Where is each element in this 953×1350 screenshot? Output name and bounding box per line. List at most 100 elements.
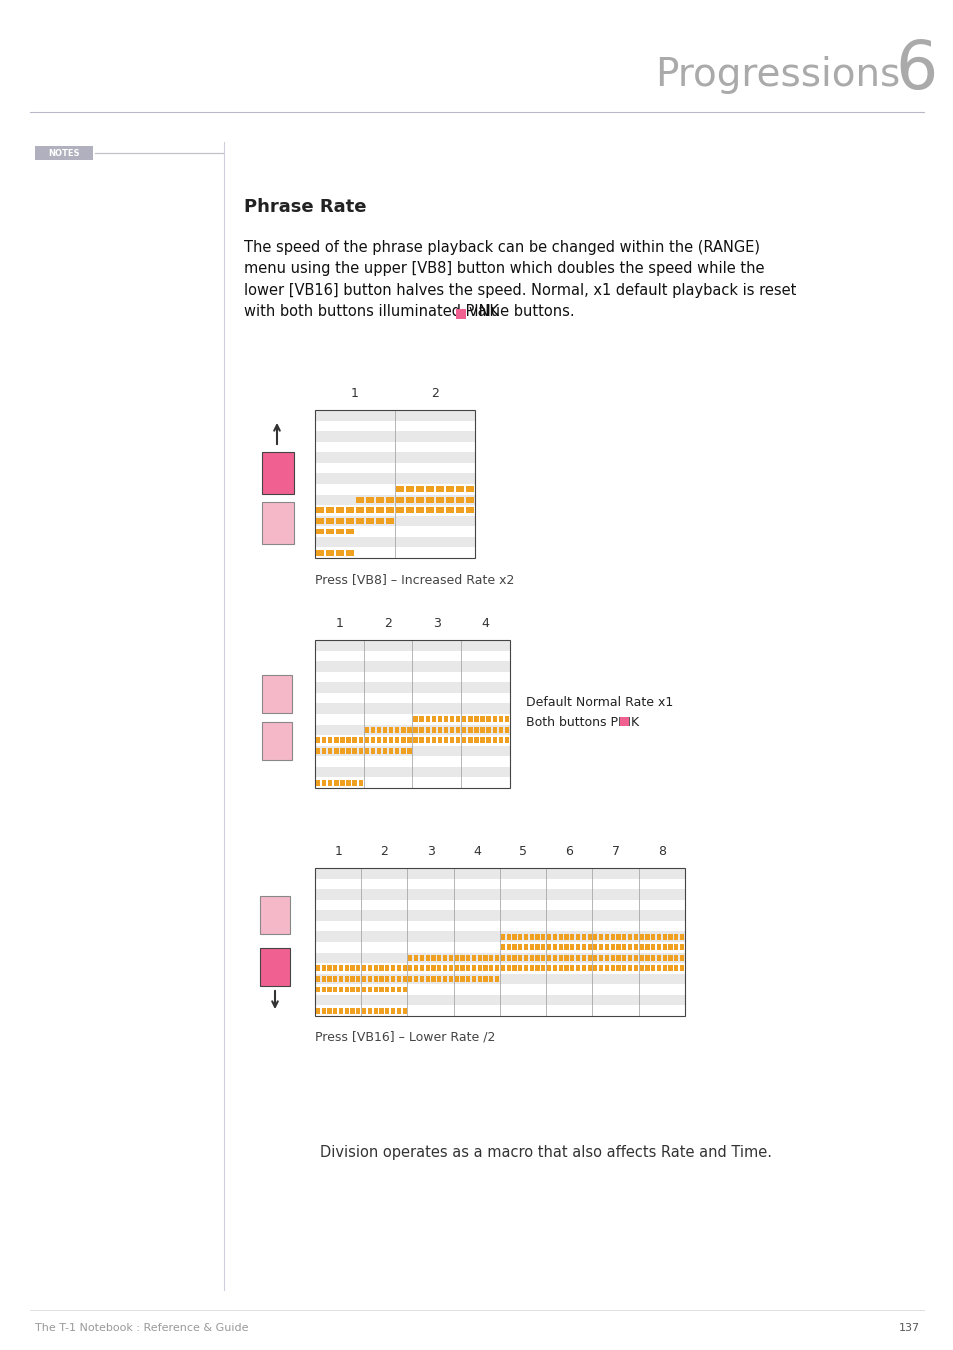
Bar <box>581 954 585 961</box>
Bar <box>314 452 475 463</box>
Bar <box>340 748 344 753</box>
Bar <box>314 921 684 931</box>
Bar <box>413 726 417 733</box>
Bar <box>340 780 344 786</box>
Bar <box>657 965 660 971</box>
Bar <box>468 717 472 722</box>
Bar <box>386 497 394 502</box>
Bar <box>416 497 423 502</box>
Bar <box>639 945 643 950</box>
Bar <box>314 778 510 788</box>
Bar <box>460 965 464 971</box>
Bar <box>315 965 319 971</box>
Bar <box>338 1007 343 1014</box>
Bar <box>314 995 684 1006</box>
Bar <box>416 486 423 493</box>
Bar <box>396 976 400 981</box>
Text: 1: 1 <box>334 845 342 859</box>
Bar <box>472 965 476 971</box>
Bar <box>456 717 460 722</box>
Bar <box>333 976 337 981</box>
Bar <box>371 737 375 744</box>
Bar <box>362 976 366 981</box>
Bar <box>402 1007 406 1014</box>
Bar <box>376 726 381 733</box>
Bar <box>495 954 498 961</box>
Bar <box>419 717 423 722</box>
Bar <box>379 987 383 992</box>
Bar <box>314 421 475 431</box>
Bar <box>356 508 363 513</box>
Bar <box>610 954 614 961</box>
Bar <box>316 508 323 513</box>
Bar <box>358 737 362 744</box>
Bar <box>498 717 502 722</box>
Bar <box>587 965 591 971</box>
Bar <box>512 954 516 961</box>
Bar <box>314 879 684 890</box>
Bar <box>314 899 684 910</box>
Bar <box>336 518 343 524</box>
Bar <box>395 726 399 733</box>
Bar <box>352 780 356 786</box>
Bar <box>328 737 332 744</box>
Bar <box>644 945 649 950</box>
Bar <box>581 945 585 950</box>
Bar <box>616 954 620 961</box>
Bar <box>355 987 360 992</box>
Bar <box>376 497 383 502</box>
Bar <box>679 954 683 961</box>
Bar <box>374 987 377 992</box>
Text: Division operates as a macro that also affects Rate and Time.: Division operates as a macro that also a… <box>319 1145 771 1160</box>
Bar <box>535 965 539 971</box>
Bar <box>350 1007 355 1014</box>
Bar <box>385 1007 389 1014</box>
Bar <box>486 737 491 744</box>
Bar <box>368 987 372 992</box>
Bar <box>389 737 393 744</box>
Bar <box>413 717 417 722</box>
Bar <box>260 948 290 986</box>
Bar <box>314 640 510 651</box>
Bar <box>391 1007 395 1014</box>
Bar <box>535 954 539 961</box>
Bar <box>466 976 470 981</box>
Bar <box>456 508 463 513</box>
Text: 2: 2 <box>384 617 392 630</box>
Bar <box>333 1007 337 1014</box>
Bar <box>316 529 323 535</box>
Bar <box>321 1007 325 1014</box>
Bar <box>443 726 448 733</box>
Bar <box>461 726 466 733</box>
Text: The speed of the phrase playback can be changed within the (RANGE): The speed of the phrase playback can be … <box>244 240 760 255</box>
Bar <box>454 965 458 971</box>
Bar <box>321 965 325 971</box>
Bar <box>576 934 579 940</box>
Bar <box>546 954 551 961</box>
Bar <box>506 945 510 950</box>
Bar <box>446 508 453 513</box>
Bar <box>480 737 484 744</box>
Bar <box>644 954 649 961</box>
Bar <box>376 748 381 753</box>
Bar <box>314 410 475 421</box>
Bar <box>477 954 481 961</box>
Bar <box>552 934 557 940</box>
Bar <box>529 965 534 971</box>
Bar <box>662 954 666 961</box>
Bar <box>314 640 510 788</box>
Bar <box>385 976 389 981</box>
Bar <box>368 965 372 971</box>
Bar <box>540 945 545 950</box>
Bar <box>419 726 423 733</box>
Bar <box>314 868 684 879</box>
Bar <box>396 965 400 971</box>
Bar <box>391 965 395 971</box>
Bar <box>401 748 405 753</box>
Bar <box>315 780 320 786</box>
Bar <box>489 965 493 971</box>
Bar <box>352 737 356 744</box>
Bar <box>483 965 487 971</box>
Bar <box>314 703 510 714</box>
Bar <box>651 934 655 940</box>
